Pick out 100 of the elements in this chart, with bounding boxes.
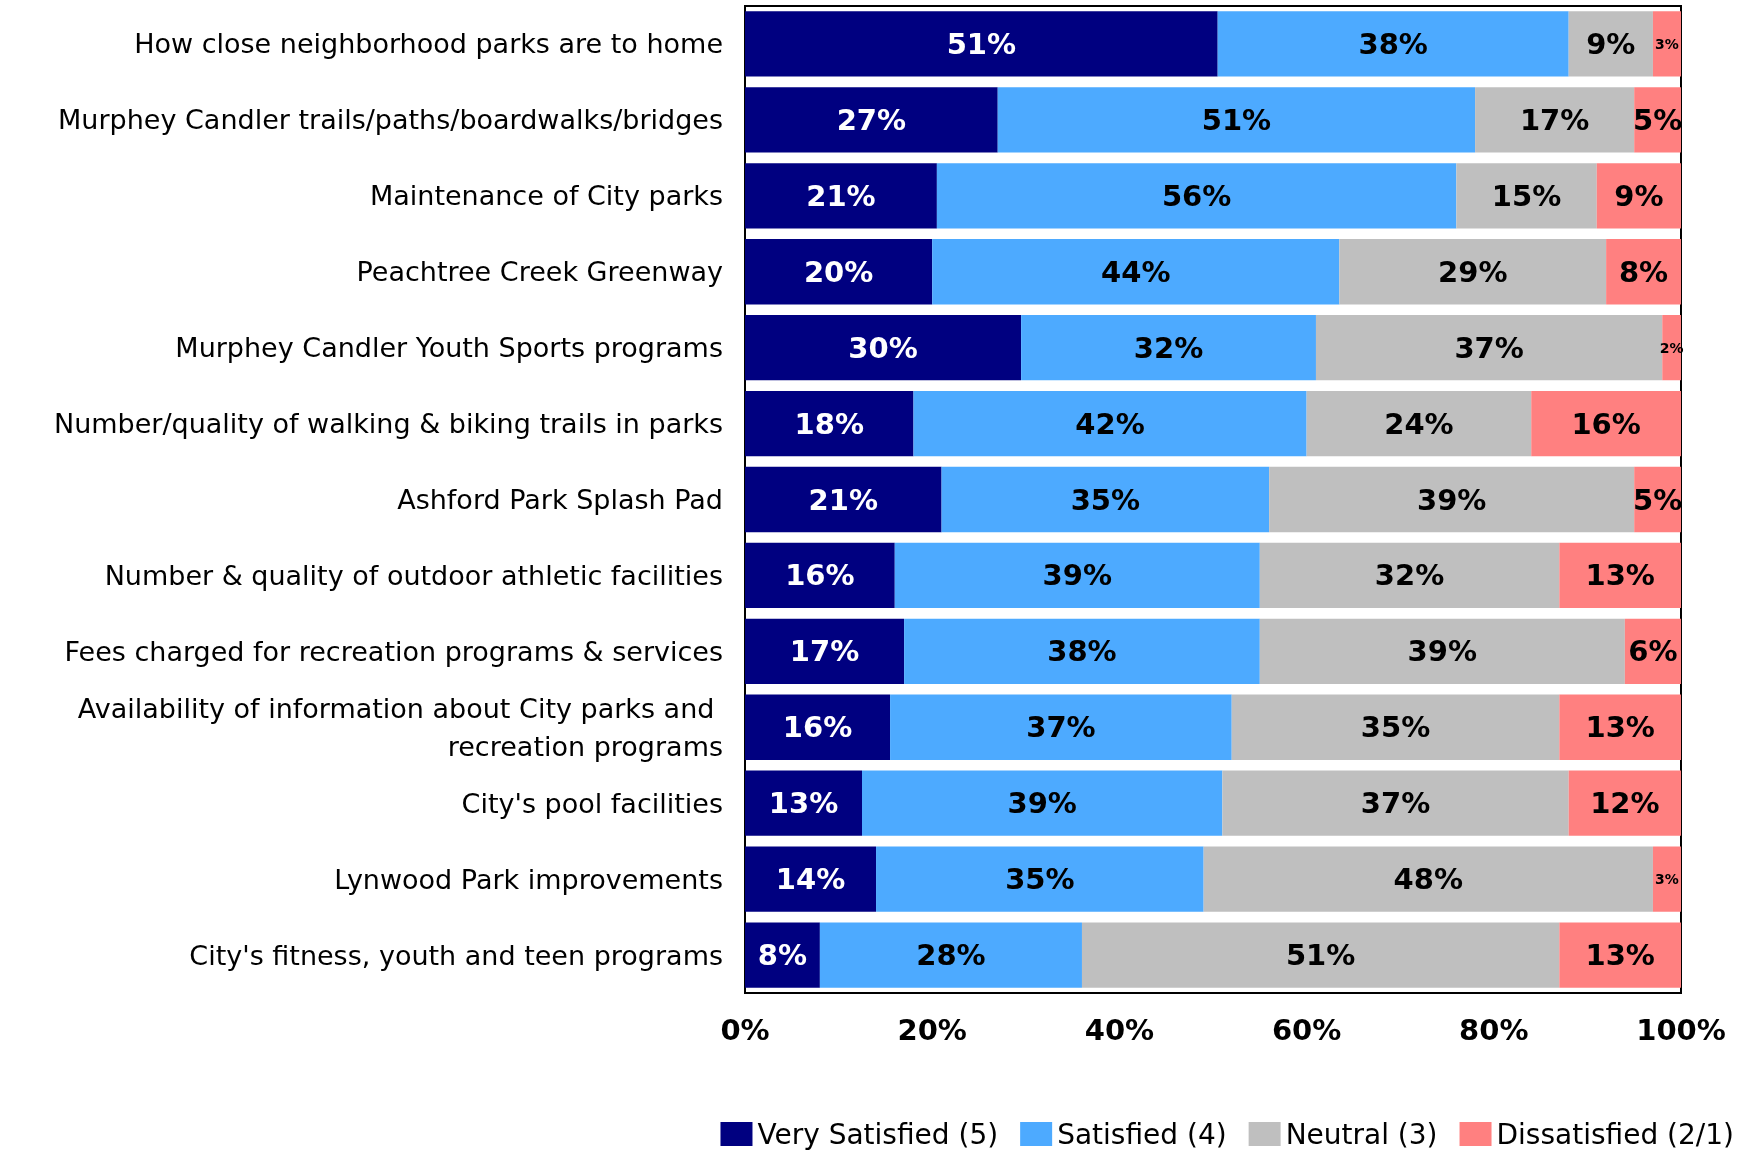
data-label: 9% xyxy=(1614,178,1664,213)
data-label: 16% xyxy=(785,558,855,593)
y-tick-label: Murphey Candler Youth Sports programs xyxy=(175,332,723,364)
legend-label: Dissatisfied (2/1) xyxy=(1496,1117,1734,1151)
x-tick-label: 20% xyxy=(897,1012,967,1047)
data-label: 35% xyxy=(1005,862,1075,897)
bar xyxy=(745,239,933,305)
data-label: 39% xyxy=(1407,634,1478,669)
data-label: 39% xyxy=(1007,786,1077,821)
bar xyxy=(1559,694,1681,760)
bar xyxy=(1259,542,1560,609)
x-tick-label: 60% xyxy=(1271,1012,1342,1047)
data-label: 5% xyxy=(1632,102,1683,137)
bar xyxy=(745,618,905,684)
data-label: 6% xyxy=(1628,634,1678,669)
y-tick-label: Fees charged for recreation programs & services xyxy=(64,635,723,667)
bar xyxy=(1475,87,1635,153)
bar xyxy=(1315,315,1663,381)
data-label: 17% xyxy=(1519,102,1590,137)
y-tick-label: Peachtree Creek Greenway xyxy=(356,256,724,288)
y-tick-label: How close neighborhood parks are to home xyxy=(134,28,723,60)
bar xyxy=(745,466,942,533)
data-label: 39% xyxy=(1416,482,1487,517)
bar xyxy=(936,163,1457,229)
x-tick-label: 100% xyxy=(1636,1012,1726,1047)
data-label: 48% xyxy=(1393,862,1463,897)
bar xyxy=(1339,239,1607,305)
bar xyxy=(1231,694,1560,760)
data-label: 37% xyxy=(1454,330,1524,365)
bar xyxy=(745,163,937,229)
bar xyxy=(745,770,862,836)
data-label: 32% xyxy=(1133,330,1204,365)
data-label: 37% xyxy=(1360,786,1431,821)
bar xyxy=(1269,466,1635,533)
data-label: 35% xyxy=(1360,710,1431,745)
bar xyxy=(1259,618,1625,684)
data-label: 29% xyxy=(1438,254,1508,289)
data-label: 42% xyxy=(1075,406,1145,441)
data-label: 38% xyxy=(1358,26,1428,61)
data-label: 13% xyxy=(1585,710,1655,745)
bar xyxy=(890,694,1232,760)
data-label: 13% xyxy=(1585,938,1655,973)
x-tick-label: 0% xyxy=(720,1012,770,1047)
bar xyxy=(913,390,1307,457)
data-label: 5% xyxy=(1632,482,1683,517)
bar xyxy=(745,542,895,609)
data-label: 17% xyxy=(789,634,860,669)
bar xyxy=(745,390,914,457)
x-tick-label: 40% xyxy=(1084,1012,1155,1047)
bar xyxy=(876,846,1204,912)
data-label: 28% xyxy=(916,938,986,973)
bar xyxy=(745,846,877,912)
bar xyxy=(1021,315,1316,381)
bar xyxy=(904,618,1260,684)
data-label: 20% xyxy=(803,254,874,289)
data-label: 15% xyxy=(1491,178,1562,213)
bar xyxy=(1652,11,1681,77)
y-tick-label: Maintenance of City parks xyxy=(369,180,723,212)
bar xyxy=(894,542,1260,609)
data-label: 44% xyxy=(1101,254,1171,289)
data-label: 9% xyxy=(1586,26,1636,61)
bar xyxy=(1531,390,1681,457)
data-label: 14% xyxy=(775,862,846,897)
y-tick-label: Ashford Park Splash Pad xyxy=(397,484,723,515)
bar xyxy=(1203,846,1653,912)
bar xyxy=(1652,846,1681,912)
data-label: 13% xyxy=(1585,558,1655,593)
bar xyxy=(997,87,1476,153)
data-label: 16% xyxy=(782,710,853,745)
y-tick-label: Number/quality of walking & biking trails in parks xyxy=(53,408,723,440)
legend-label: Very Satisfied (5) xyxy=(757,1117,999,1151)
y-tick-label: Number & quality of outdoor athletic facilities xyxy=(104,559,723,591)
x-tick-label: 80% xyxy=(1459,1012,1529,1047)
bar xyxy=(1568,11,1653,77)
bar xyxy=(1306,390,1532,457)
data-label: 24% xyxy=(1384,406,1454,441)
data-label: 12% xyxy=(1590,786,1660,821)
bar xyxy=(745,315,1022,381)
bar xyxy=(745,11,1218,77)
data-label: 8% xyxy=(1618,254,1669,289)
bar xyxy=(745,694,891,760)
data-label: 3% xyxy=(1655,35,1679,52)
bar xyxy=(941,466,1270,533)
y-tick-label: Murphey Candler trails/paths/boardwalks/bridges xyxy=(58,104,723,136)
bar xyxy=(819,922,1082,988)
data-label: 27% xyxy=(836,102,907,137)
legend-label: Neutral (3) xyxy=(1285,1117,1438,1151)
bar xyxy=(1559,922,1681,988)
data-label: 38% xyxy=(1047,634,1117,669)
data-label: 32% xyxy=(1374,558,1445,593)
data-label: 21% xyxy=(806,178,876,213)
y-tick-label: Availability of information about City parks and recreation programs xyxy=(77,692,723,762)
data-label: 51% xyxy=(946,26,1017,61)
bar xyxy=(1222,770,1569,836)
bar xyxy=(1456,163,1597,229)
data-label: 37% xyxy=(1026,710,1096,745)
y-tick-label: City's pool facilities xyxy=(461,787,723,819)
y-tick-label: Lynwood Park improvements xyxy=(334,863,723,895)
bar xyxy=(932,239,1340,305)
bar xyxy=(1217,11,1569,77)
